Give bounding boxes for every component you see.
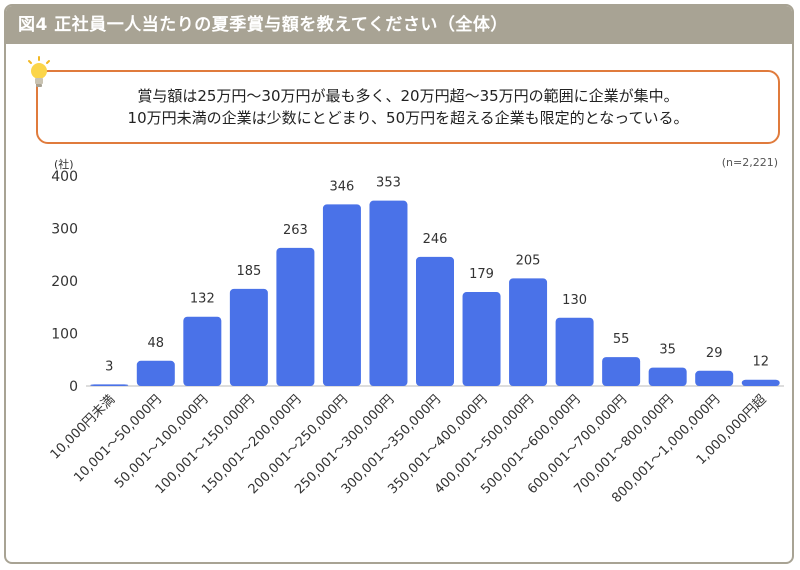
y-tick-label: 300 — [51, 222, 78, 238]
data-label: 130 — [562, 293, 587, 308]
y-tick-label: 100 — [51, 327, 78, 343]
bar — [276, 247, 315, 386]
bar — [369, 200, 408, 386]
y-tick-label: 0 — [69, 379, 78, 395]
summary-line-1: 賞与額は25万円〜30万円が最も多く、20万円超〜35万円の範囲に企業が集中。 — [137, 87, 679, 105]
bar — [509, 278, 548, 386]
bar-chart: 0100200300400310,000円未満4810,001〜50,000円1… — [48, 169, 784, 506]
bar — [741, 379, 780, 386]
bar — [90, 384, 129, 386]
summary-callout: 賞与額は25万円〜30万円が最も多く、20万円超〜35万円の範囲に企業が集中。 … — [36, 70, 780, 144]
bar — [602, 357, 641, 386]
bar — [695, 370, 734, 386]
chart-frame: 図4 正社員一人当たりの夏季賞与額を教えてください（全体） 賞与額は25万円〜3… — [4, 4, 794, 564]
data-label: 179 — [469, 267, 494, 282]
y-tick-label: 200 — [51, 274, 78, 290]
data-label: 48 — [148, 336, 165, 351]
data-label: 29 — [706, 346, 723, 361]
y-tick-label: 400 — [51, 169, 78, 185]
x-tick-label: 10,001〜50,000円 — [71, 392, 164, 485]
data-label: 35 — [659, 343, 676, 358]
bar — [322, 204, 361, 386]
sample-size-note: (n=2,221) — [721, 156, 778, 169]
lightbulb-icon — [28, 56, 50, 87]
data-label: 12 — [752, 355, 769, 370]
data-label: 55 — [613, 332, 630, 347]
bar — [136, 360, 175, 386]
chart-title: 図4 正社員一人当たりの夏季賞与額を教えてください（全体） — [6, 6, 792, 44]
data-label: 3 — [105, 359, 113, 374]
data-label: 205 — [516, 253, 541, 268]
bar — [555, 317, 594, 386]
data-label: 185 — [236, 264, 261, 279]
data-label: 353 — [376, 176, 401, 191]
data-label: 346 — [330, 179, 355, 194]
data-label: 263 — [283, 223, 308, 238]
data-label: 132 — [190, 292, 215, 307]
bar — [183, 316, 222, 386]
bar — [462, 292, 501, 386]
data-label: 246 — [423, 232, 448, 247]
bar — [648, 367, 687, 386]
y-axis-unit: (社) — [54, 158, 74, 171]
bar — [229, 288, 268, 386]
bar — [416, 256, 454, 386]
summary-line-2: 10万円未満の企業は少数にとどまり、50万円を超える企業も限定的となっている。 — [127, 109, 689, 127]
